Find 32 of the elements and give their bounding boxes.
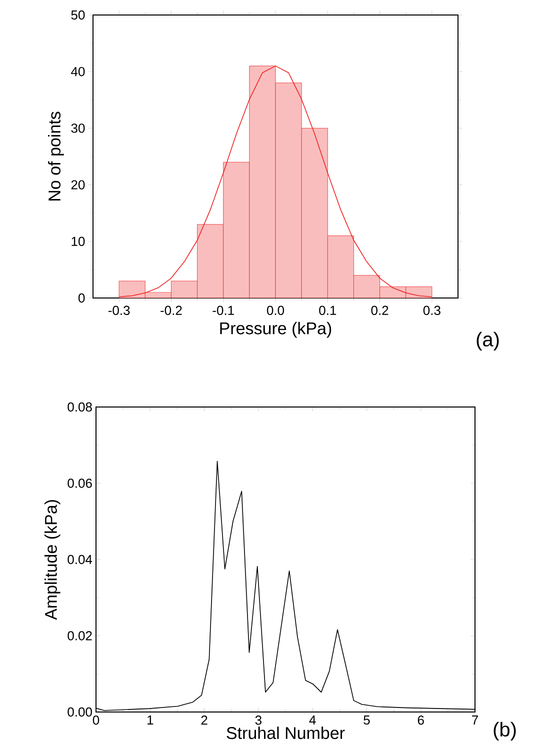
x-tick-label: 0.0 bbox=[266, 306, 284, 315]
y-tick-label: 20 bbox=[71, 180, 85, 190]
x-tick-label: 4 bbox=[309, 716, 316, 724]
text: (b) bbox=[494, 722, 516, 740]
y-tick-label: 0.08 bbox=[68, 402, 92, 412]
y-tick-label: 0.04 bbox=[68, 554, 92, 564]
text: (a) bbox=[476, 332, 499, 350]
x-tick-label: 2 bbox=[201, 716, 208, 725]
y-tick-label: 40 bbox=[71, 66, 85, 76]
y-tick-label: 0.02 bbox=[68, 631, 92, 640]
y-tick-label: 10 bbox=[72, 236, 85, 246]
y-axis-title: No of points bbox=[48, 112, 64, 200]
y-tick-label: 0.00 bbox=[68, 707, 92, 717]
x-axis-title: Struhal Number bbox=[226, 726, 345, 740]
x-tick-label: 6 bbox=[418, 716, 424, 725]
x-tick-label: -0.2 bbox=[160, 306, 182, 315]
y-axis-title: Amplitude (kPa) bbox=[44, 500, 60, 620]
y-tick-label: 50 bbox=[71, 10, 85, 20]
y-tick-label: 0.06 bbox=[68, 478, 92, 488]
x-tick-label: 1 bbox=[148, 716, 154, 724]
x-tick-label: 0.1 bbox=[319, 306, 336, 315]
x-tick-label: 7 bbox=[472, 716, 478, 724]
x-tick-label: 0.2 bbox=[371, 306, 388, 315]
x-tick-label: 0 bbox=[92, 716, 100, 725]
x-tick-label: 5 bbox=[364, 716, 370, 725]
x-tick-label: -0.3 bbox=[108, 306, 130, 315]
y-tick-label: 0 bbox=[78, 293, 85, 303]
x-tick-label: -0.1 bbox=[212, 306, 234, 315]
y-tick-label: 30 bbox=[71, 124, 85, 133]
x-tick-label: 3 bbox=[255, 716, 262, 725]
x-axis-title: Pressure (kPa) bbox=[220, 322, 332, 338]
x-tick-label: 0.3 bbox=[423, 306, 440, 315]
